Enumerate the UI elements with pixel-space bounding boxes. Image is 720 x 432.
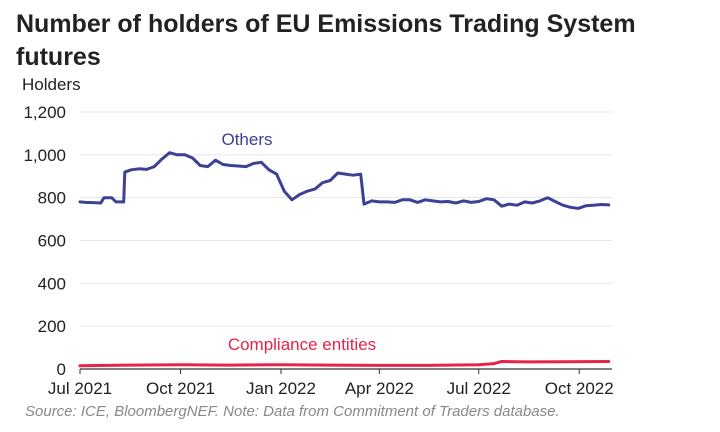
y-tick-label: 400	[38, 274, 66, 293]
x-tick-label: Jul 2022	[447, 379, 511, 398]
x-tick-label: Jan 2022	[246, 379, 316, 398]
y-tick-label: 200	[38, 317, 66, 336]
y-tick-label: 1,200	[23, 103, 66, 122]
series-label-compliance-entities: Compliance entities	[228, 335, 376, 354]
series-line-others	[78, 151, 611, 210]
x-tick-label: Apr 2022	[345, 379, 414, 398]
y-axis-label: Holders	[22, 75, 81, 94]
y-tick-label: 0	[57, 360, 66, 379]
y-axis-ticks: 0 200 400 600 800 1,000 1,200	[23, 103, 66, 379]
y-tick-label: 600	[38, 232, 66, 251]
source-note: Source: ICE, BloombergNEF. Note: Data fr…	[25, 403, 560, 420]
series-label-others: Others	[221, 130, 272, 149]
y-tick-label: 1,000	[23, 146, 66, 165]
x-tick-label: Oct 2022	[545, 379, 614, 398]
chart-title: Number of holders of EU Emissions Tradin…	[16, 10, 636, 71]
series-lines	[78, 151, 611, 368]
x-axis-ticks: Jul 2021 Oct 2021 Jan 2022 Apr 2022 Jul 2022…	[48, 369, 614, 398]
y-tick-label: 800	[38, 189, 66, 208]
x-tick-label: Jul 2021	[48, 379, 112, 398]
gridlines	[80, 111, 612, 370]
series-line-compliance-entities	[78, 360, 611, 368]
x-tick-label: Oct 2021	[146, 379, 215, 398]
